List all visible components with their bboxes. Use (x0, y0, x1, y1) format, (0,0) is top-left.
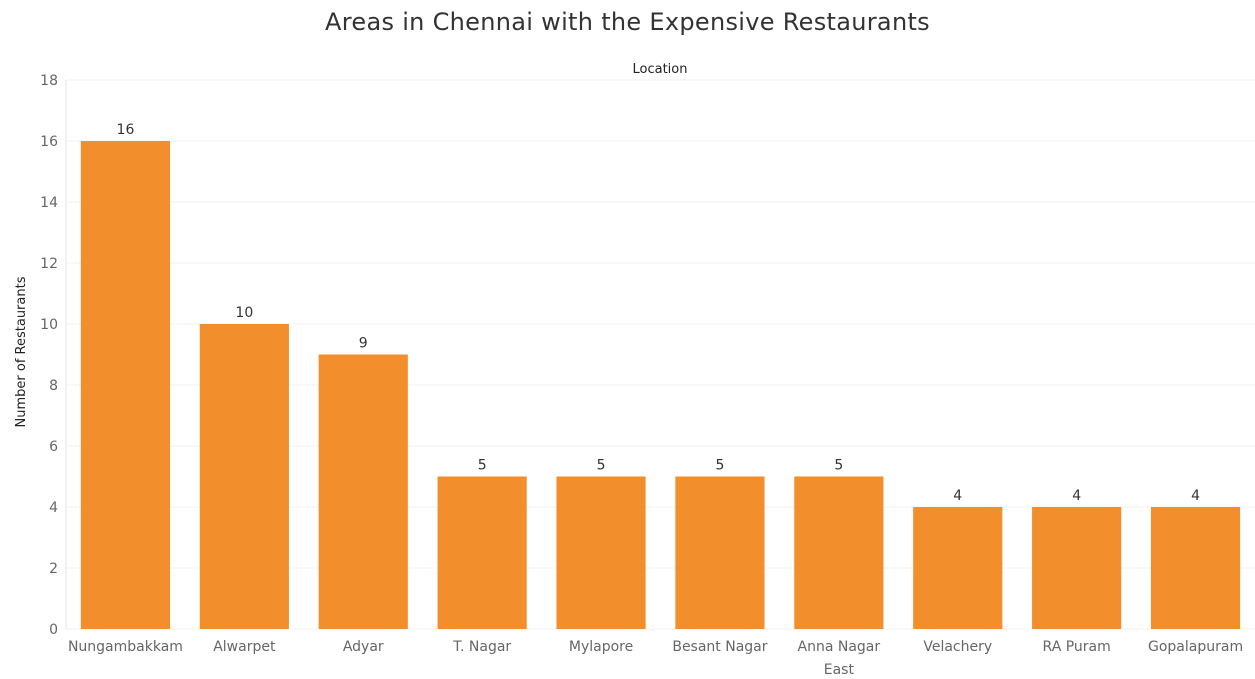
x-category-label: Nungambakkam (68, 639, 183, 655)
x-category-label: Besant Nagar (672, 639, 767, 655)
bar (1150, 507, 1241, 629)
bar (437, 476, 527, 629)
bar (794, 476, 884, 629)
x-category-label: RA Puram (1043, 639, 1111, 655)
y-axis-ticks: 0 2 4 6 8 10 12 14 16 18 (40, 73, 58, 638)
x-category-label: Alwarpet (213, 639, 276, 655)
y-tick-label: 2 (49, 561, 58, 577)
bars (80, 141, 1241, 629)
data-labels: 16 10 9 5 5 5 5 4 4 4 (117, 122, 1201, 504)
x-category-label: Velachery (923, 639, 992, 655)
y-tick-label: 0 (49, 622, 58, 638)
y-tick-label: 10 (40, 317, 58, 333)
y-tick-label: 6 (49, 439, 58, 455)
data-label: 5 (478, 458, 487, 474)
data-label: 10 (235, 305, 253, 321)
chart-title: Areas in Chennai with the Expensive Rest… (325, 8, 930, 36)
x-category-label: T. Nagar (452, 639, 511, 655)
bar (318, 354, 408, 629)
bar (913, 507, 1003, 629)
x-axis-title: Location (633, 62, 688, 77)
y-tick-label: 8 (49, 378, 58, 394)
data-label: 4 (1072, 488, 1081, 504)
y-tick-label: 12 (40, 256, 58, 272)
bar (1032, 507, 1122, 629)
data-label: 5 (597, 458, 606, 474)
y-tick-label: 14 (40, 195, 58, 211)
data-label: 9 (359, 336, 368, 352)
data-label: 4 (953, 488, 962, 504)
data-label: 4 (1191, 488, 1200, 504)
data-label: 5 (834, 458, 843, 474)
bar (80, 141, 171, 629)
x-category-label: East (824, 662, 855, 678)
x-category-label: Anna Nagar (798, 639, 881, 655)
x-category-label: Gopalapuram (1148, 639, 1243, 655)
bar (675, 476, 765, 629)
data-label: 16 (117, 122, 135, 138)
y-tick-label: 16 (40, 134, 58, 150)
y-tick-label: 18 (40, 73, 58, 89)
y-axis-title: Number of Restaurants (14, 276, 29, 427)
bar (556, 476, 646, 629)
x-axis-categories: Nungambakkam Alwarpet Adyar T. Nagar Mylapor… (68, 639, 1243, 678)
x-category-label: Mylapore (569, 639, 633, 655)
data-label: 5 (715, 458, 724, 474)
y-tick-label: 4 (49, 500, 58, 516)
x-category-label: Adyar (343, 639, 384, 655)
bar (199, 324, 289, 629)
